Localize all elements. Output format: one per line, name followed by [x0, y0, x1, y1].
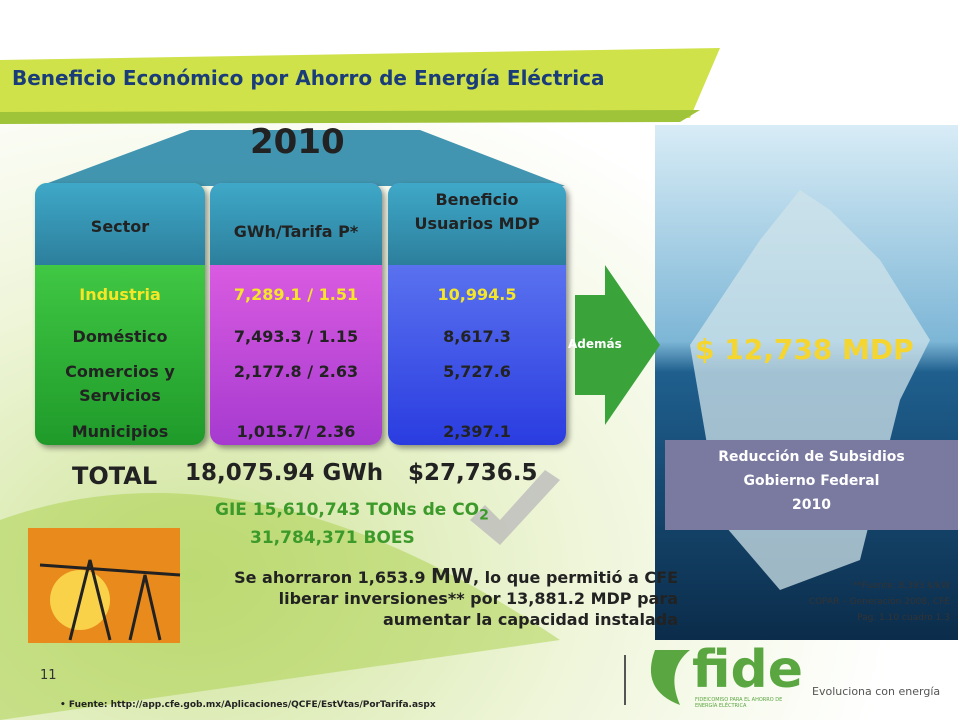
table-cell: 8,617.3 — [443, 327, 511, 346]
table-cell: 2,397.1 — [443, 422, 511, 441]
total-label: TOTAL — [72, 462, 158, 490]
table-cell: Doméstico — [72, 327, 168, 346]
table-cell: 1,015.7/ 2.36 — [236, 422, 356, 441]
iceberg-amount: $ 12,738 MDP — [695, 333, 914, 366]
subsidies-box: Reducción de Subsidios Gobierno Federal 20… — [665, 440, 958, 530]
savings-after: , lo que permitió a CFE liberar inversio… — [278, 568, 678, 629]
column-header: Beneficio Usuarios MDP — [414, 190, 540, 233]
year: 2010 — [250, 122, 345, 162]
sector-column — [35, 183, 205, 445]
gie-text: GIE 15,610,743 TONs de CO — [215, 500, 480, 520]
column-header: GWh/Tarifa P* — [233, 222, 359, 241]
logo-slogan: Evoluciona con energía — [812, 685, 941, 698]
gie: GIE 15,610,743 TONs de CO2 — [215, 500, 489, 523]
total-gwh: 18,075.94 GWh — [185, 460, 384, 486]
table-cell: 5,727.6 — [443, 362, 511, 381]
table-cell: Comercios y Servicios — [65, 362, 175, 405]
savings: Se ahorraron 1,653.9 MW, lo que permitió… — [195, 566, 678, 630]
savings-unit: MW — [431, 564, 474, 588]
table-cell: 10,994.5 — [437, 285, 517, 304]
source-note-line: COPAR – Generación 2008, CFE — [808, 597, 950, 607]
source-text: Fuente: http://app.cfe.gob.mx/Aplicacion… — [68, 700, 436, 710]
subsidies-line: Reducción de Subsidios — [718, 449, 905, 465]
arrow-label: Además — [568, 337, 622, 351]
title: Beneficio Económico por Ahorro de Energí… — [12, 66, 605, 90]
source: • Fuente: http://app.cfe.gob.mx/Aplicaci… — [60, 700, 436, 710]
source-note: **Fuente: 8,393 $/kW COPAR – Generación 2… — [700, 578, 950, 626]
page-number: 11 — [40, 668, 57, 683]
table-cell: 2,177.8 / 2.63 — [233, 362, 359, 381]
boes: 31,784,371 BOES — [250, 528, 415, 548]
gie-subscript: 2 — [479, 507, 489, 524]
table-cell: Industria — [79, 285, 161, 304]
column-header: Sector — [90, 217, 150, 236]
source-note-line: Pag. 1.10 cuadro 1.3 — [857, 613, 950, 623]
logo-name: fide — [692, 640, 804, 700]
benefit-column — [388, 183, 566, 445]
total-benefit: $27,736.5 — [408, 460, 538, 486]
logo-subtitle: FIDEICOMISO PARA EL AHORRO DE ENERGÍA EL… — [695, 697, 783, 709]
savings-before: Se ahorraron 1,653.9 — [234, 568, 432, 587]
table-cell: 7,289.1 / 1.51 — [233, 285, 359, 304]
source-note-line: **Fuente: 8,393 $/kW — [852, 581, 950, 591]
table-cell: 7,493.3 / 1.15 — [233, 327, 359, 346]
table-cell: Municipios — [71, 422, 169, 441]
gwh-column — [210, 183, 382, 445]
subsidies-line: Gobierno Federal — [743, 473, 880, 489]
subsidies-line: 2010 — [792, 497, 831, 513]
